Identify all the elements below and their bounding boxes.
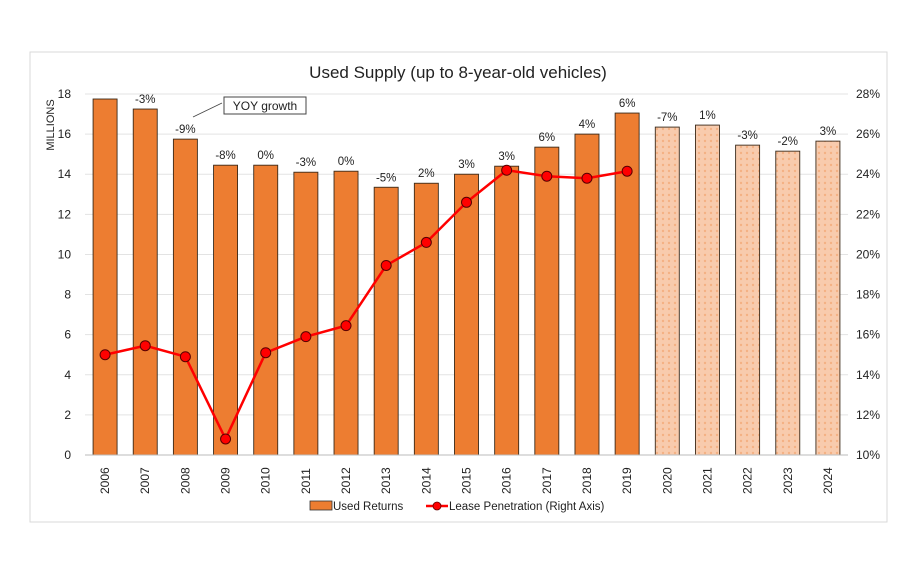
- lease-penetration-line: [104, 168, 628, 442]
- bar-2017: [534, 146, 560, 456]
- lease-point-2018: [581, 172, 593, 184]
- x-tick-label: 2011: [299, 468, 313, 494]
- x-tick-label: 2021: [700, 467, 714, 494]
- x-tick-label: 2009: [219, 467, 233, 494]
- bar-data-label: -3%: [135, 94, 155, 106]
- bar-data-label: -8%: [215, 150, 235, 162]
- bar-data-label: -2%: [778, 136, 798, 148]
- x-tick-label: 2012: [339, 467, 353, 494]
- bar-2011: [293, 171, 319, 456]
- bar-data-label: 0%: [257, 150, 274, 162]
- y-tick-label: 8: [64, 288, 71, 302]
- bar-2008: [172, 138, 198, 456]
- lease-point-2010: [260, 347, 272, 359]
- bar-data-label: 2%: [418, 168, 435, 180]
- bar-2024: [815, 140, 841, 456]
- x-tick-label: 2010: [259, 467, 273, 494]
- y2-tick-label: 16%: [856, 328, 880, 342]
- lease-point-2007: [139, 340, 151, 352]
- lease-point-2017: [541, 170, 553, 182]
- x-tick-label: 2015: [460, 467, 474, 494]
- y-tick-label: 14: [58, 167, 72, 181]
- y-tick-label: 6: [64, 328, 71, 342]
- bar-2023: [775, 150, 801, 456]
- bar-2022: [735, 144, 761, 456]
- y2-tick-label: 26%: [856, 127, 880, 141]
- bar-2014: [413, 182, 439, 456]
- lease-point-2015: [461, 196, 472, 208]
- legend-marker-lease-penetration: [432, 501, 442, 511]
- lease-point-2012: [340, 320, 352, 332]
- y2-tick-label: 24%: [856, 167, 880, 181]
- bar-data-label: 3%: [498, 151, 515, 163]
- x-tick-label: 2024: [821, 467, 835, 494]
- x-tick-label: 2022: [741, 467, 755, 494]
- y-tick-label: 10: [58, 247, 72, 261]
- x-tick-label: 2017: [540, 467, 554, 494]
- bar-2006: [92, 98, 118, 456]
- bar-2019: [614, 112, 640, 456]
- bar-2020: [654, 126, 680, 456]
- bar-2010: [253, 164, 279, 456]
- bar-data-label: 3%: [820, 126, 837, 138]
- y2-tick-label: 22%: [856, 207, 880, 221]
- legend: Used Returns Lease Penetration (Right Ax…: [309, 500, 605, 513]
- x-tick-label: 2016: [500, 467, 514, 494]
- y2-tick-label: 18%: [856, 288, 880, 302]
- lease-point-2011: [300, 331, 312, 343]
- y2-tick-label: 12%: [856, 408, 880, 422]
- yoy-annotation: YOY growth: [192, 96, 307, 118]
- legend-label-used-returns: Used Returns: [333, 501, 404, 513]
- chart-title: Used Supply (up to 8-year-old vehicles): [309, 63, 607, 82]
- y-tick-label: 12: [58, 207, 72, 221]
- y-tick-label: 0: [64, 448, 71, 462]
- bar-2015: [454, 173, 479, 456]
- lease-point-2009: [220, 433, 232, 445]
- x-tick-label: 2013: [379, 467, 393, 494]
- bar-2013: [373, 186, 399, 456]
- y-axis-label: MILLIONS: [45, 99, 57, 150]
- x-tick-label: 2020: [660, 467, 674, 494]
- bar-data-label: 6%: [619, 98, 636, 110]
- x-tick-label: 2014: [419, 467, 433, 494]
- y2-tick-label: 20%: [856, 247, 880, 261]
- lease-point-2006: [99, 349, 111, 361]
- bar-data-label: 4%: [579, 119, 596, 131]
- bar-2021: [694, 124, 720, 456]
- bar-2016: [494, 165, 520, 456]
- x-tick-label: 2023: [781, 467, 795, 494]
- lease-point-2016: [501, 164, 513, 176]
- lease-point-2014: [420, 236, 432, 248]
- bar-data-label: 3%: [458, 159, 475, 171]
- bar-data-label: -9%: [175, 124, 195, 136]
- bar-2007: [132, 108, 158, 456]
- lease-point-2008: [179, 351, 191, 363]
- y-tick-label: 16: [58, 127, 72, 141]
- y2-tick-label: 28%: [856, 87, 880, 101]
- y2-tick-label: 14%: [856, 368, 880, 382]
- bar-data-label: -3%: [296, 157, 316, 169]
- bar-data-label: 1%: [699, 110, 716, 122]
- bar-data-label: 6%: [539, 132, 556, 144]
- lease-point-2013: [380, 259, 392, 271]
- bar-2009: [213, 164, 239, 456]
- x-tick-label: 2018: [580, 467, 594, 494]
- lease-point-2019: [621, 165, 633, 177]
- x-tick-label: 2019: [620, 467, 634, 494]
- legend-swatch-used-returns: [309, 500, 333, 511]
- bar-data-label: -5%: [376, 172, 396, 184]
- legend-label-lease-penetration: Lease Penetration (Right Axis): [449, 501, 605, 513]
- y-tick-label: 18: [58, 87, 72, 101]
- bar-data-label: -7%: [657, 112, 677, 124]
- y-tick-label: 2: [64, 408, 71, 422]
- x-tick-label: 2008: [178, 467, 192, 494]
- x-tick-label: 2006: [98, 467, 112, 494]
- bar-data-label: -3%: [737, 130, 757, 142]
- x-tick-label: 2007: [138, 467, 152, 494]
- y2-tick-label: 10%: [856, 448, 880, 462]
- annotation-text: YOY growth: [233, 99, 297, 113]
- y-tick-label: 4: [64, 368, 71, 382]
- bar-data-label: 0%: [338, 156, 355, 168]
